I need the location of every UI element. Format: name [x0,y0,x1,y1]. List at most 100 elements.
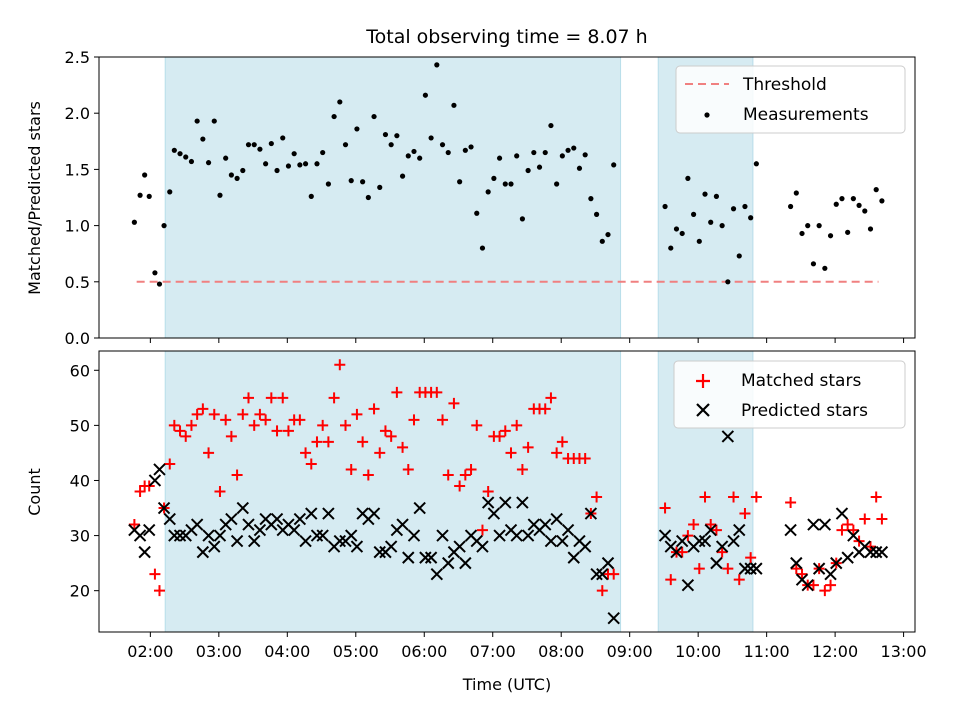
matched-star-marker [556,436,568,448]
top-shaded-interval-1 [164,56,622,339]
matched-star-marker [431,386,443,398]
predicted-star-marker [864,545,877,559]
predicted-star-marker [750,562,763,575]
predicted-star-marker [516,496,529,509]
predicted-star-marker [693,534,706,548]
top-y-tick-label: 2.0 [65,104,90,123]
predicted-star-marker [153,463,166,476]
matched-star-marker [710,524,722,536]
x-tick-label: 02:00 [127,642,173,661]
matched-star-marker [397,441,409,453]
matched-star-marker [864,541,876,553]
matched-star-marker [608,568,620,580]
x-tick-label: 12:00 [812,642,858,661]
predicted-star-marker [168,529,181,542]
predicted-star-marker [236,501,250,515]
measurement-point [862,208,868,214]
matched-star-marker [311,436,323,448]
predicted-star-marker [521,529,535,542]
predicted-star-marker [721,430,735,443]
matched-star-marker [676,546,688,558]
predicted-star-marker [875,545,889,559]
bottom-legend: Matched stars Predicted stars [673,360,906,429]
measurement-point [354,126,360,132]
matched-star-marker [248,419,260,431]
bottom-y-tick-label: 30 [70,527,90,546]
bottom-y-axis-label: Count [25,468,44,516]
predicted-star-marker [544,534,558,548]
measurement-point [576,165,583,171]
matched-star-marker [505,447,517,459]
matched-star-marker [465,463,477,475]
measurement-point [559,153,565,159]
matched-star-marker [819,585,831,597]
measurement-point [411,148,417,155]
bottom-y-tick-label: 20 [70,582,90,601]
top-series [131,62,885,287]
matched-star-marker [836,524,848,536]
predicted-star-marker [727,534,740,548]
matched-star-marker [254,408,266,420]
measurement-point [457,179,463,185]
predicted-star-marker [738,562,752,575]
measurement-point [708,219,714,225]
x-tick-label: 05:00 [333,642,379,661]
measurement-point [152,270,158,276]
measurement-point [873,187,879,193]
predicted-star-marker [510,529,523,542]
matched-star-marker [796,568,808,580]
matched-star-marker [522,441,534,453]
predicted-star-marker [715,540,729,553]
matched-star-marker [722,563,734,575]
measurement-point [839,196,845,202]
bottom-x-ticks: 02:00 03:00 04:00 05:00 06:00 07:00 08:00 09:00… [127,632,927,661]
measurement-point [314,161,320,167]
predicted-star-marker [590,567,603,581]
measurement-point [348,178,354,184]
matched-star-marker [750,491,762,503]
predicted-star-marker [225,512,238,526]
legend-matched-label: Matched stars [741,371,861,391]
top-shaded-intervals [164,56,754,339]
predicted-star-marker [402,551,415,564]
predicted-star-marker [675,534,689,548]
matched-star-marker [237,408,249,420]
predicted-star-marker [230,534,244,548]
predicted-star-marker [396,518,409,531]
x-tick-label: 03:00 [196,642,242,661]
measurement-point [399,173,406,179]
measurement-point [156,281,163,287]
matched-star-marker [699,491,711,503]
top-y-tick-label: 1.0 [65,217,90,236]
matched-star-marker [870,491,882,503]
measurement-point [183,154,189,160]
measurement-point [730,206,737,212]
predicted-star-marker [847,529,860,542]
measurement-point [805,223,811,229]
predicted-star-marker [202,529,215,542]
predicted-star-marker [499,496,512,509]
measurement-point [605,231,611,238]
matched-star-marker [402,463,414,475]
predicted-star-marker [830,556,843,570]
matched-star-marker [682,530,694,542]
measurement-point [434,62,440,68]
predicted-star-marker [681,578,695,592]
measurement-point [673,226,680,232]
measurement-point [234,175,240,181]
measurement-point [713,193,720,199]
predicted-star-marker [807,518,820,531]
measurement-point [845,229,851,235]
predicted-star-marker [384,540,398,553]
measurement-point [245,142,252,148]
measurement-point [320,149,326,156]
predicted-star-marker [733,523,746,537]
matched-star-marker [328,392,340,404]
predicted-star-marker [578,540,592,553]
predicted-star-marker [436,529,449,542]
matched-star-marker [351,408,363,420]
measurement-point [468,144,474,150]
predicted-star-marker [413,501,426,515]
x-tick-label: 07:00 [470,642,516,661]
matched-star-marker [203,447,215,459]
